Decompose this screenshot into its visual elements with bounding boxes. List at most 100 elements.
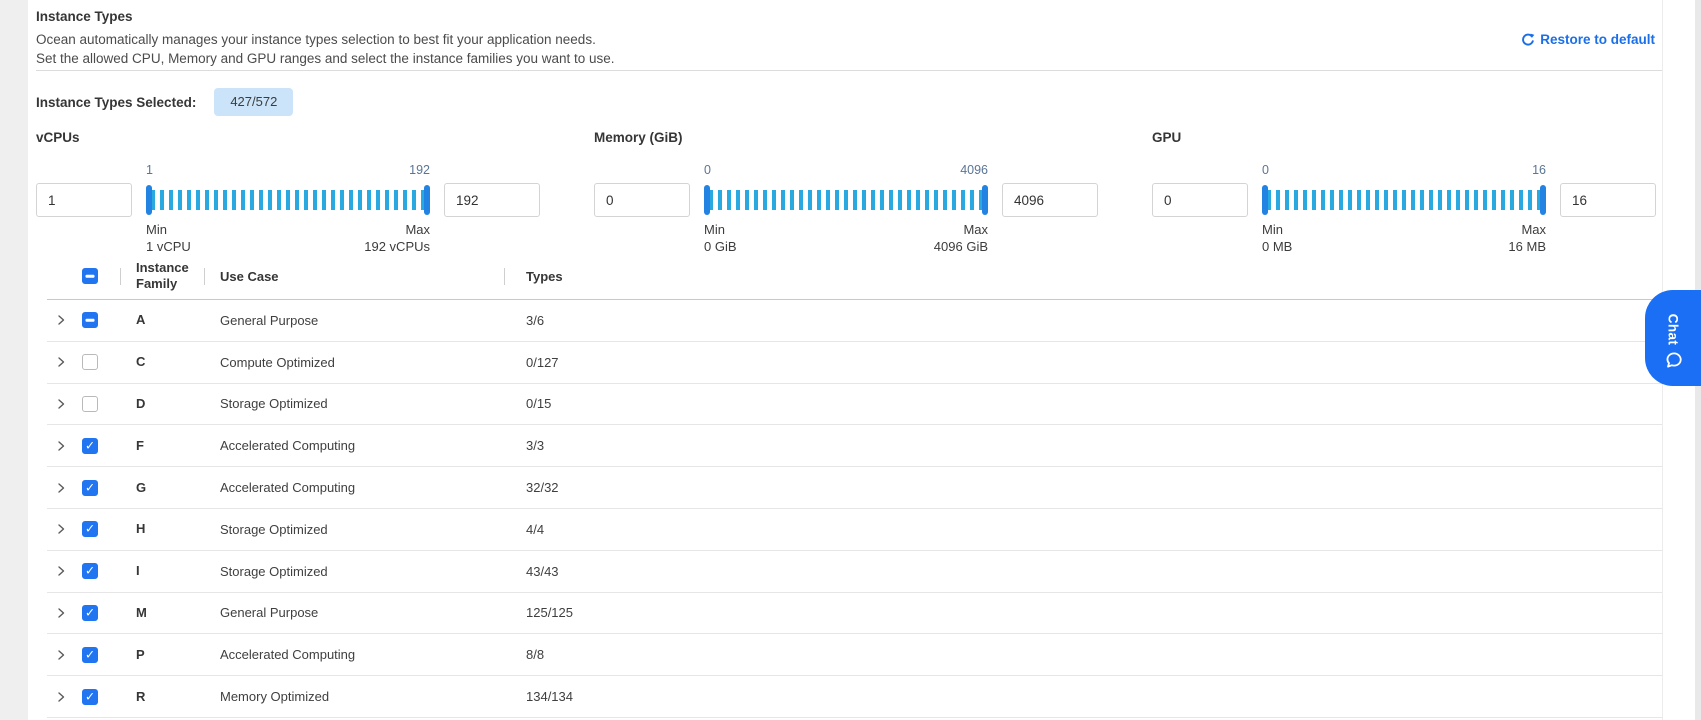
family-label: A <box>136 312 146 328</box>
table-row[interactable]: C Compute Optimized 0/127 <box>47 342 1662 384</box>
expand-chevron-icon[interactable] <box>55 314 67 326</box>
use-case-label: Storage Optimized <box>220 563 328 579</box>
row-checkbox[interactable] <box>82 437 98 454</box>
chat-button[interactable]: Chat <box>1645 290 1701 386</box>
expand-chevron-icon[interactable] <box>55 607 67 619</box>
expand-chevron-icon[interactable] <box>55 398 67 410</box>
family-label: M <box>136 604 147 620</box>
vcpus-min-caption: Min 1 vCPU <box>146 222 191 254</box>
expand-chevron-icon[interactable] <box>55 440 67 452</box>
gpu-label: GPU <box>1152 130 1182 145</box>
row-checkbox[interactable] <box>82 688 98 705</box>
use-case-label: General Purpose <box>220 605 319 621</box>
vcpus-max-input[interactable] <box>444 183 540 217</box>
row-checkbox[interactable] <box>82 395 98 412</box>
family-label: I <box>136 563 140 579</box>
family-label: D <box>136 395 146 411</box>
chat-bubble-icon <box>1665 351 1683 374</box>
use-case-label: General Purpose <box>220 312 319 328</box>
family-label: G <box>136 479 147 495</box>
column-header-types: Types <box>526 268 563 284</box>
row-checkbox[interactable] <box>82 646 98 663</box>
expand-chevron-icon[interactable] <box>55 565 67 577</box>
header-separator <box>120 268 121 285</box>
selected-label: Instance Types Selected: <box>36 94 197 110</box>
table-row[interactable]: P Accelerated Computing 8/8 <box>47 634 1662 677</box>
table-row[interactable]: I Storage Optimized 43/43 <box>47 551 1662 593</box>
header-separator <box>504 268 505 285</box>
select-all-checkbox[interactable] <box>82 268 98 284</box>
page-description: Ocean automatically manages your instanc… <box>36 30 615 68</box>
table-row[interactable]: H Storage Optimized 4/4 <box>47 509 1662 551</box>
table-row[interactable]: G Accelerated Computing 32/32 <box>47 467 1662 509</box>
vcpus-slider-min-handle[interactable] <box>146 185 152 215</box>
memory-min-input[interactable] <box>594 183 690 217</box>
expand-chevron-icon[interactable] <box>55 482 67 494</box>
instance-table-body: A General Purpose 3/6 C Compute Optimize… <box>47 300 1662 718</box>
selected-count-badge: 427/572 <box>214 88 294 116</box>
gpu-slider-ticks <box>1267 190 1541 210</box>
table-header: Instance Family Use Case Types <box>47 253 1662 300</box>
memory-label: Memory (GiB) <box>594 130 683 145</box>
row-checkbox[interactable] <box>82 354 98 371</box>
memory-max-caption: Max 4096 GiB <box>933 222 988 254</box>
row-checkbox[interactable] <box>82 479 98 496</box>
gpu-min-caption: Min 0 MB <box>1262 222 1293 254</box>
use-case-label: Accelerated Computing <box>220 647 356 663</box>
memory-slider: 0 4096 Min 0 GiB Max 4096 GiB <box>704 163 988 254</box>
table-row[interactable]: D Storage Optimized 0/15 <box>47 384 1662 426</box>
gpu-slider-max-handle[interactable] <box>1540 185 1546 215</box>
vcpus-min-input[interactable] <box>36 183 132 217</box>
column-header-use-case: Use Case <box>220 268 279 284</box>
memory-slider-min-handle[interactable] <box>704 185 710 215</box>
use-case-label: Memory Optimized <box>220 689 330 705</box>
vcpus-max-caption: Max 192 vCPUs <box>364 222 430 254</box>
memory-max-input[interactable] <box>1002 183 1098 217</box>
types-count: 0/15 <box>526 396 552 412</box>
use-case-label: Storage Optimized <box>220 396 328 412</box>
row-checkbox[interactable] <box>82 604 98 621</box>
instance-family-table: Instance Family Use Case Types A General… <box>47 253 1662 718</box>
expand-chevron-icon[interactable] <box>55 691 67 703</box>
expand-chevron-icon[interactable] <box>55 356 67 368</box>
types-count: 4/4 <box>526 521 545 537</box>
description-line-1: Ocean automatically manages your instanc… <box>36 32 596 47</box>
types-count: 8/8 <box>526 647 545 663</box>
gpu-slider-min-handle[interactable] <box>1262 185 1268 215</box>
family-label: H <box>136 521 146 537</box>
column-header-family: Instance Family <box>136 260 189 291</box>
family-label: C <box>136 354 146 370</box>
restore-refresh-icon <box>1521 33 1535 47</box>
vcpus-slider-max-handle[interactable] <box>424 185 430 215</box>
row-checkbox[interactable] <box>82 563 98 580</box>
expand-chevron-icon[interactable] <box>55 649 67 661</box>
gpu-max-input[interactable] <box>1560 183 1656 217</box>
use-case-label: Compute Optimized <box>220 354 335 370</box>
vcpus-label: vCPUs <box>36 130 80 145</box>
types-count: 134/134 <box>526 689 573 705</box>
family-label: P <box>136 646 145 662</box>
table-row[interactable]: F Accelerated Computing 3/3 <box>47 425 1662 468</box>
chat-label: Chat <box>1665 313 1681 346</box>
use-case-label: Storage Optimized <box>220 521 328 537</box>
types-count: 32/32 <box>526 480 559 496</box>
table-row[interactable]: M General Purpose 125/125 <box>47 593 1662 635</box>
family-label: F <box>136 437 144 453</box>
gpu-min-input[interactable] <box>1152 183 1248 217</box>
expand-chevron-icon[interactable] <box>55 523 67 535</box>
gpu-slider: 0 16 Min 0 MB Max 16 MB <box>1262 163 1546 254</box>
table-row[interactable]: R Memory Optimized 134/134 <box>47 676 1662 718</box>
restore-to-default-button[interactable]: Restore to default <box>1521 32 1655 47</box>
use-case-label: Accelerated Computing <box>220 480 356 496</box>
header-separator <box>204 268 205 285</box>
selection-summary: Instance Types Selected: 427/572 <box>36 88 294 116</box>
page-left-gutter <box>0 0 28 720</box>
table-row[interactable]: A General Purpose 3/6 <box>47 300 1662 342</box>
memory-slider-max-handle[interactable] <box>982 185 988 215</box>
row-checkbox[interactable] <box>82 312 98 329</box>
row-checkbox[interactable] <box>82 521 98 538</box>
vcpus-slider-ticks <box>151 190 425 210</box>
